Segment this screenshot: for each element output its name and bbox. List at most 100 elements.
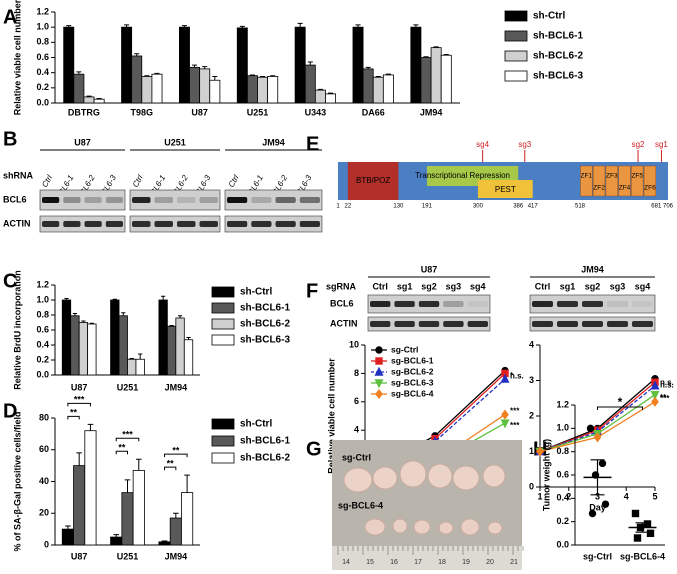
position-label: 518 — [575, 204, 586, 210]
bar — [236, 27, 248, 104]
blot-band — [632, 301, 653, 307]
blot-band — [105, 221, 123, 227]
bar — [178, 26, 190, 104]
y-tick-label: 4 — [354, 425, 359, 435]
bar — [87, 323, 97, 376]
error-bar — [154, 72, 160, 75]
band-label: ACTIN — [330, 318, 358, 328]
ruler-number: 16 — [390, 559, 398, 566]
domain-label: ZF6 — [644, 185, 656, 192]
domain — [477, 180, 533, 198]
blot-band — [418, 321, 440, 327]
bar — [314, 89, 326, 104]
zinc-finger — [618, 165, 631, 197]
significance-bracket — [67, 415, 80, 420]
position-label: 417 — [528, 204, 539, 210]
x-tick-label: sg-BCL6-4 — [620, 551, 665, 561]
lane-label: sg2 — [585, 281, 601, 291]
lane-label: sg4 — [470, 281, 486, 291]
bar — [267, 76, 279, 104]
error-bar — [173, 512, 179, 519]
bar — [84, 430, 97, 546]
error-bar — [184, 474, 190, 493]
ruler-number: 19 — [462, 559, 470, 566]
bar — [73, 73, 85, 104]
x-tick-label: T98G — [131, 107, 154, 117]
blot-band — [394, 321, 415, 327]
tumor — [399, 460, 427, 488]
lane-label: Ctrl — [535, 281, 551, 291]
blot-band — [251, 221, 272, 227]
y-tick-label: 0.2 — [556, 516, 569, 526]
blot-background — [39, 189, 126, 211]
blot-band — [607, 301, 628, 307]
x-tick-label: 2 — [566, 491, 571, 501]
sem-bar — [590, 459, 605, 496]
x-tick-label: U343 — [305, 107, 327, 117]
zinc-finger — [631, 165, 644, 197]
blot-band — [370, 301, 391, 307]
significance-label: ** — [70, 408, 78, 418]
error-bar — [355, 24, 361, 28]
error-bar — [124, 24, 130, 28]
point — [593, 432, 602, 443]
bar — [135, 358, 145, 376]
legend-swatch — [211, 318, 235, 330]
y-tick-label: 1.2 — [556, 399, 569, 409]
group-label: JM94 — [581, 264, 604, 274]
guide-label: sg4 — [476, 140, 489, 149]
ruler-number: 17 — [414, 559, 422, 566]
point — [500, 419, 510, 429]
lane-label: Ctrl — [131, 173, 145, 188]
legend-label: sh-Ctrl — [240, 287, 272, 298]
bar — [63, 26, 75, 104]
tumor — [343, 467, 373, 493]
bar — [430, 47, 442, 104]
error-bar — [76, 452, 82, 466]
lane-label: sg1 — [560, 281, 576, 291]
domain-label: ZF1 — [581, 173, 593, 180]
domain-label: ZF5 — [631, 173, 643, 180]
y-tick-label: 1.0 — [36, 22, 49, 32]
panel-letter: F — [306, 280, 318, 302]
error-bar — [66, 25, 72, 28]
y-axis-label: Relative viable cell number — [326, 358, 336, 474]
significance-label: * — [618, 395, 623, 409]
legend-swatch — [504, 50, 528, 62]
blot-band — [227, 197, 248, 203]
y-tick-label: 10 — [349, 339, 359, 349]
x-tick-label: 4 — [624, 491, 629, 501]
bar — [61, 528, 74, 546]
error-bar — [87, 423, 94, 431]
blot-band — [418, 301, 440, 307]
blot-band — [532, 321, 553, 327]
domain-label: ZF4 — [619, 185, 631, 192]
error-bar — [81, 320, 86, 323]
y-tick-label: 0.0 — [36, 97, 49, 107]
point — [650, 380, 660, 390]
point — [586, 424, 595, 433]
point — [651, 396, 659, 407]
band-label: ACTIN — [3, 218, 31, 228]
error-bar — [270, 75, 276, 77]
error-bar — [161, 540, 168, 542]
significance-label: *** — [74, 395, 85, 405]
bar — [372, 76, 384, 104]
band-label: BCL6 — [3, 194, 27, 204]
error-bar — [89, 322, 94, 324]
legend-label: sh-Ctrl — [240, 419, 272, 430]
zinc-finger — [643, 165, 657, 197]
legend-swatch — [211, 286, 235, 298]
position-label: 386 — [513, 204, 524, 210]
bar — [158, 541, 171, 546]
guide-label: sg3 — [518, 140, 531, 149]
tumor — [482, 464, 506, 488]
legend-label: sg-Ctrl — [391, 344, 418, 354]
lane-label: sg3 — [446, 281, 462, 291]
bar — [304, 64, 316, 104]
position-label: 1 — [336, 204, 340, 210]
x-tick-label: U87 — [71, 551, 88, 561]
blot-band — [443, 301, 464, 307]
position-label: 22 — [344, 204, 351, 210]
zinc-finger — [580, 165, 593, 197]
